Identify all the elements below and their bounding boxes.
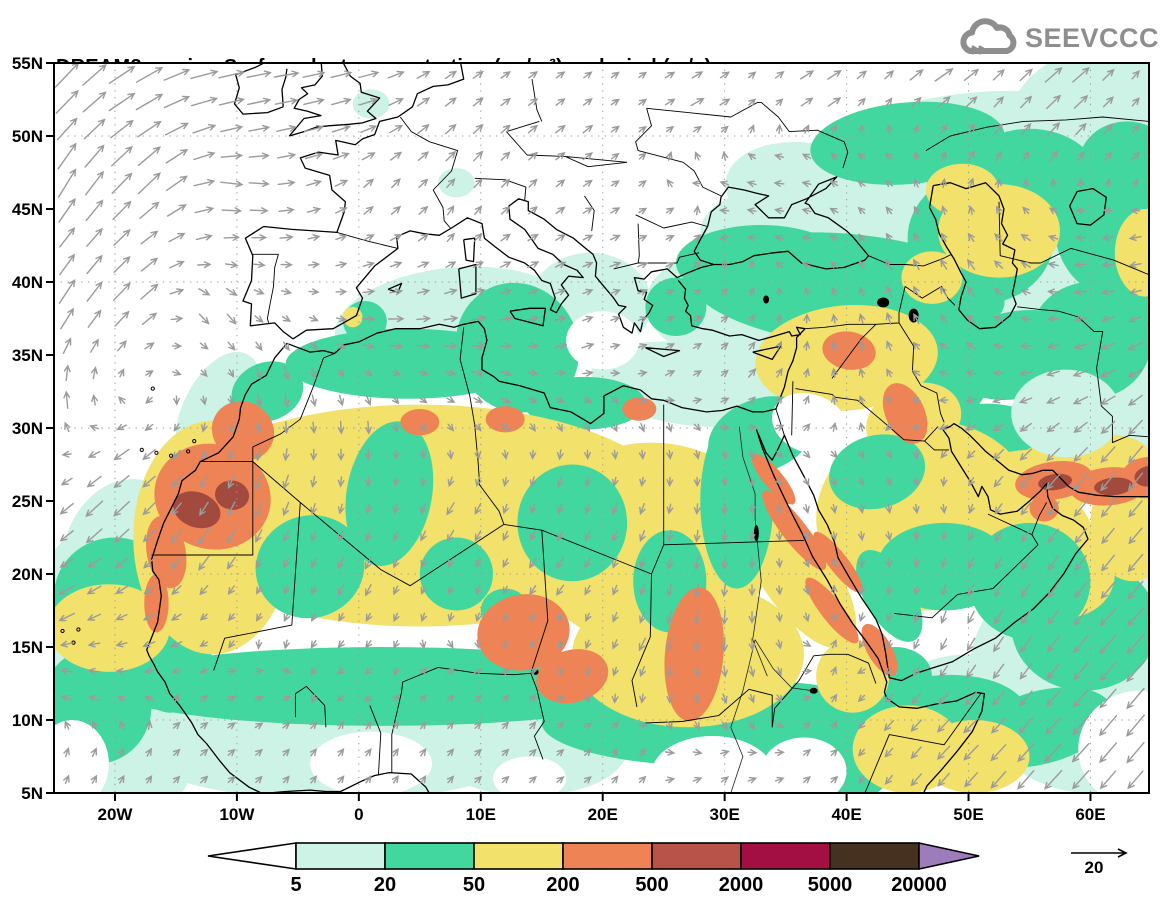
dust-region bbox=[352, 89, 390, 119]
dust-region bbox=[566, 311, 640, 370]
dust-region bbox=[1029, 495, 1059, 522]
dust-region bbox=[492, 756, 567, 793]
wind-reference-label: 20 bbox=[1085, 858, 1104, 877]
colorbar-label: 50 bbox=[463, 874, 485, 896]
dust-region bbox=[54, 720, 109, 793]
dust-region bbox=[172, 491, 221, 529]
wind-arrows bbox=[54, 63, 1145, 790]
dust-region bbox=[664, 587, 724, 722]
cloud-icon bbox=[960, 18, 1017, 55]
colorbar-segment bbox=[651, 842, 742, 870]
dust-region bbox=[675, 225, 847, 301]
map-area bbox=[54, 63, 1149, 793]
dust-region bbox=[54, 584, 170, 672]
lat-tick-label: 40N bbox=[12, 273, 43, 292]
dust-region bbox=[822, 331, 876, 370]
lon-tick-label: 10E bbox=[466, 805, 496, 824]
dust-region bbox=[517, 464, 628, 582]
lon-tick-label: 20E bbox=[588, 805, 618, 824]
dust-region bbox=[1078, 690, 1149, 793]
dust-region bbox=[211, 401, 275, 461]
dust-region bbox=[438, 168, 475, 198]
colorbar-label: 5 bbox=[290, 874, 301, 896]
colorbar-label: 20000 bbox=[891, 874, 947, 896]
dust-region bbox=[154, 443, 271, 550]
colorbar-label: 500 bbox=[635, 874, 668, 896]
lat-tick-label: 35N bbox=[12, 346, 43, 365]
colorbar-segment bbox=[295, 842, 386, 870]
dust-region bbox=[536, 649, 609, 704]
lon-tick-label: 60E bbox=[1075, 805, 1105, 824]
dust-region bbox=[651, 736, 774, 793]
colorbar-label: 200 bbox=[546, 874, 579, 896]
dust-region bbox=[829, 434, 926, 510]
lat-tick-label: 30N bbox=[12, 419, 43, 438]
dust-region bbox=[751, 453, 796, 505]
lat-tick-label: 5N bbox=[21, 784, 43, 803]
wind-reference: 20 bbox=[1071, 848, 1128, 877]
dust-region bbox=[810, 101, 1005, 185]
dust-region bbox=[1078, 121, 1149, 209]
lat-tick-label: 45N bbox=[12, 200, 43, 219]
lon-tick-label: 10W bbox=[219, 805, 255, 824]
seevccc-logo: SEEVCCC bbox=[956, 16, 1159, 60]
colorbar-segment bbox=[740, 842, 831, 870]
dust-region bbox=[856, 549, 923, 642]
wind-reference-arrow bbox=[1071, 848, 1128, 858]
lat-tick-label: 20N bbox=[12, 565, 43, 584]
dust-region bbox=[919, 720, 1030, 793]
colorbar-above-max bbox=[918, 842, 980, 870]
dust-region bbox=[968, 522, 1091, 640]
dust-region bbox=[485, 406, 525, 433]
dust-region bbox=[813, 531, 863, 593]
coastlines bbox=[146, 63, 1149, 793]
dust-region bbox=[145, 515, 187, 589]
lon-tick-label: 40E bbox=[831, 805, 861, 824]
dust-region bbox=[805, 577, 859, 644]
dust-region bbox=[761, 737, 847, 793]
lon-tick-label: 0 bbox=[354, 805, 363, 824]
dust-field bbox=[54, 63, 1149, 793]
colorbar-segment bbox=[473, 842, 564, 870]
lat-tick-label: 10N bbox=[12, 711, 43, 730]
dust-region bbox=[901, 251, 963, 304]
axes: 55N 50N 45N 40N 35N 30N 25N 20N 15N 10N 5N 20W 10W 0 1… bbox=[12, 54, 1106, 824]
colorbar-segment bbox=[562, 842, 653, 870]
colorbar-below-min bbox=[207, 842, 297, 870]
dust-region bbox=[925, 163, 1000, 217]
dust-region bbox=[455, 282, 580, 413]
country-borders bbox=[151, 79, 1149, 793]
dust-region bbox=[215, 480, 250, 510]
lon-tick-label: 50E bbox=[953, 805, 983, 824]
colorbar: 5 20 50 200 500 2000 5000 20000 bbox=[207, 842, 980, 896]
dust-region bbox=[310, 731, 432, 793]
colorbar-label: 2000 bbox=[719, 874, 764, 896]
lon-tick-label: 20W bbox=[97, 805, 133, 824]
lon-tick-label: 30E bbox=[710, 805, 740, 824]
lat-tick-label: 15N bbox=[12, 638, 43, 657]
lat-tick-label: 50N bbox=[12, 127, 43, 146]
colorbar-label: 5000 bbox=[808, 874, 853, 896]
dust-region bbox=[861, 623, 898, 676]
dust-region bbox=[1011, 369, 1121, 458]
dust-region bbox=[1114, 209, 1149, 297]
dust-region bbox=[622, 397, 657, 421]
colorbar-segment bbox=[384, 842, 475, 870]
dust-region bbox=[477, 594, 570, 671]
dust-region bbox=[1094, 477, 1134, 496]
logo-text: SEEVCCC bbox=[1024, 22, 1159, 53]
rivers bbox=[730, 426, 814, 793]
lat-tick-label: 25N bbox=[12, 492, 43, 511]
dust-region bbox=[255, 515, 365, 619]
lat-tick-label: 55N bbox=[12, 54, 43, 73]
dust-region bbox=[400, 409, 440, 436]
colorbar-segment bbox=[829, 842, 920, 870]
colorbar-label: 20 bbox=[374, 874, 396, 896]
